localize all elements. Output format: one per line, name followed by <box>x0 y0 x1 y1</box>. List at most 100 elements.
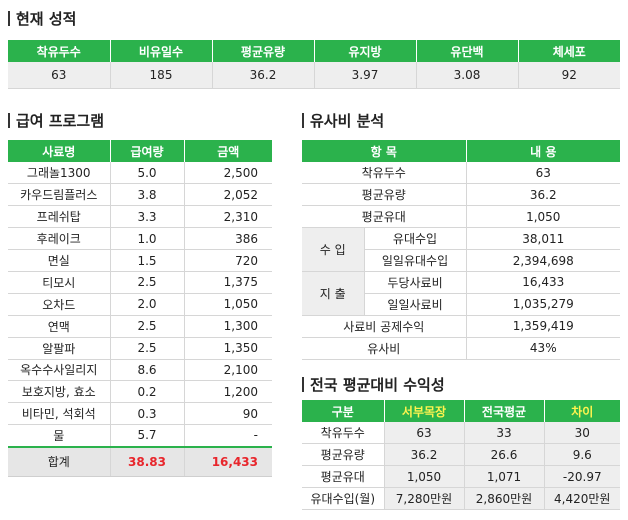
compare-title-text: 전국 평균대비 수익성 <box>310 376 445 394</box>
program-feed-price: 1,200 <box>184 380 272 404</box>
program-feed-price: 720 <box>184 249 272 272</box>
compare-section-title: 전국 평균대비 수익성 <box>302 374 445 395</box>
analysis-label: 평균유량 <box>302 183 467 207</box>
program-feed-price: - <box>184 424 272 448</box>
current-section-title: 현재 성적 <box>8 8 76 29</box>
analysis-row: 유사비 43% <box>302 337 621 360</box>
program-header-cell: 급여량 <box>110 140 185 162</box>
title-bar-icon <box>8 11 10 26</box>
analysis-value: 63 <box>466 162 621 185</box>
title-bar-icon <box>302 377 304 392</box>
current-header-row: 착유두수 비유일수 평균유량 유지방 유단백 체세포 <box>8 40 620 62</box>
analysis-value: 36.2 <box>466 183 621 207</box>
analysis-row: 수 입 유대수입 38,011 <box>302 227 621 272</box>
current-value-cell: 185 <box>110 62 213 89</box>
analysis-row: 평균유량 36.2 <box>302 183 621 207</box>
analysis-title-text: 유사비 분석 <box>310 112 385 130</box>
program-row: 티모시 2.5 1,375 <box>8 271 272 294</box>
program-feed-name: 카우드림플러스 <box>8 183 111 207</box>
compare-row: 평균유량 36.2 26.6 9.6 <box>302 443 620 467</box>
program-feed-name: 오차드 <box>8 293 111 316</box>
compare-national: 2,860만원 <box>464 487 545 511</box>
current-header-cell: 비유일수 <box>110 40 213 62</box>
compare-diff: 4,420만원 <box>544 487 620 511</box>
analysis-value: 1,359,419 <box>466 315 621 338</box>
analysis-header-cell: 항 목 <box>302 140 467 162</box>
current-value-cell: 92 <box>518 62 620 89</box>
compare-table: 구분 서부목장 전국평균 차이 착유두수 63 33 30 평균유량 36.2 26.6 9.… <box>302 400 620 511</box>
compare-header-cell: 전국평균 <box>464 400 545 422</box>
program-feed-name: 알팔파 <box>8 337 111 360</box>
program-feed-name: 비타민, 석회석 <box>8 402 111 426</box>
program-feed-price: 2,500 <box>184 162 272 185</box>
analysis-label: 유사비 <box>302 337 467 360</box>
program-feed-amount: 2.5 <box>110 337 185 360</box>
compare-label: 착유두수 <box>302 422 385 445</box>
current-header-cell: 착유두수 <box>8 40 111 62</box>
program-feed-name: 보호지방, 효소 <box>8 380 111 404</box>
program-header-row: 사료명 급여량 금액 <box>8 140 272 162</box>
program-feed-amount: 0.3 <box>110 402 185 426</box>
program-row: 비타민, 석회석 0.3 90 <box>8 402 272 426</box>
analysis-label: 일일유대수입 <box>364 249 467 272</box>
analysis-section-title: 유사비 분석 <box>302 110 384 131</box>
analysis-value: 1,035,279 <box>466 293 621 316</box>
program-feed-amount: 5.7 <box>110 424 185 448</box>
program-row: 오차드 2.0 1,050 <box>8 293 272 316</box>
compare-label: 평균유대 <box>302 465 385 489</box>
compare-row: 착유두수 63 33 30 <box>302 422 620 445</box>
analysis-row: 평균유대 1,050 <box>302 205 621 229</box>
compare-national: 26.6 <box>464 443 545 467</box>
analysis-label: 일일사료비 <box>364 293 467 316</box>
program-feed-amount: 0.2 <box>110 380 185 404</box>
program-feed-name: 티모시 <box>8 271 111 294</box>
analysis-value: 1,050 <box>466 205 621 229</box>
analysis-value: 43% <box>466 337 621 360</box>
program-total-row: 합계 38.83 16,433 <box>8 445 272 478</box>
program-row: 면실 1.5 720 <box>8 249 272 272</box>
program-feed-amount: 8.6 <box>110 359 185 382</box>
program-row: 연맥 2.5 1,300 <box>8 315 272 338</box>
program-feed-price: 1,050 <box>184 293 272 316</box>
compare-farm: 63 <box>384 422 465 445</box>
current-value-cell: 3.08 <box>416 62 519 89</box>
program-header-cell: 금액 <box>184 140 272 162</box>
program-feed-amount: 3.3 <box>110 205 185 229</box>
program-feed-price: 2,100 <box>184 359 272 382</box>
compare-header-row: 구분 서부목장 전국평균 차이 <box>302 400 620 422</box>
program-table: 사료명 급여량 금액 그래놀1300 5.0 2,500 카우드림플러스 3.8 2,05… <box>8 140 272 478</box>
compare-header-cell: 차이 <box>544 400 620 422</box>
analysis-value: 38,011 <box>466 227 621 251</box>
title-bar-icon <box>8 113 10 128</box>
current-header-cell: 평균유량 <box>212 40 315 62</box>
compare-row: 유대수입(월) 7,280만원 2,860만원 4,420만원 <box>302 487 620 511</box>
analysis-row: 착유두수 63 <box>302 162 621 185</box>
program-feed-name: 후레이크 <box>8 227 111 251</box>
current-header-cell: 체세포 <box>518 40 620 62</box>
compare-farm: 1,050 <box>384 465 465 489</box>
analysis-label: 착유두수 <box>302 162 467 185</box>
program-row: 보호지방, 효소 0.2 1,200 <box>8 380 272 404</box>
program-feed-price: 1,375 <box>184 271 272 294</box>
analysis-label: 사료비 공제수익 <box>302 315 467 338</box>
program-feed-amount: 1.0 <box>110 227 185 251</box>
program-title-text: 급여 프로그램 <box>16 112 105 130</box>
current-value-cell: 63 <box>8 62 111 89</box>
program-feed-amount: 2.0 <box>110 293 185 316</box>
current-header-cell: 유단백 <box>416 40 519 62</box>
analysis-row: 일일사료비 1,035,279 <box>302 293 621 316</box>
compare-farm: 36.2 <box>384 443 465 467</box>
program-feed-price: 1,350 <box>184 337 272 360</box>
compare-national: 1,071 <box>464 465 545 489</box>
current-value-cell: 36.2 <box>212 62 315 89</box>
analysis-row: 일일유대수입 2,394,698 <box>302 249 621 272</box>
total-price: 16,433 <box>184 445 272 478</box>
program-feed-price: 386 <box>184 227 272 251</box>
analysis-table: 항 목 내 용 착유두수 63 평균유량 36.2 평균유대 1,050 수 입… <box>302 140 621 360</box>
program-feed-price: 1,300 <box>184 315 272 338</box>
compare-diff: 9.6 <box>544 443 620 467</box>
analysis-header-cell: 내 용 <box>466 140 621 162</box>
program-header-cell: 사료명 <box>8 140 111 162</box>
program-feed-price: 2,310 <box>184 205 272 229</box>
compare-diff: 30 <box>544 422 620 445</box>
